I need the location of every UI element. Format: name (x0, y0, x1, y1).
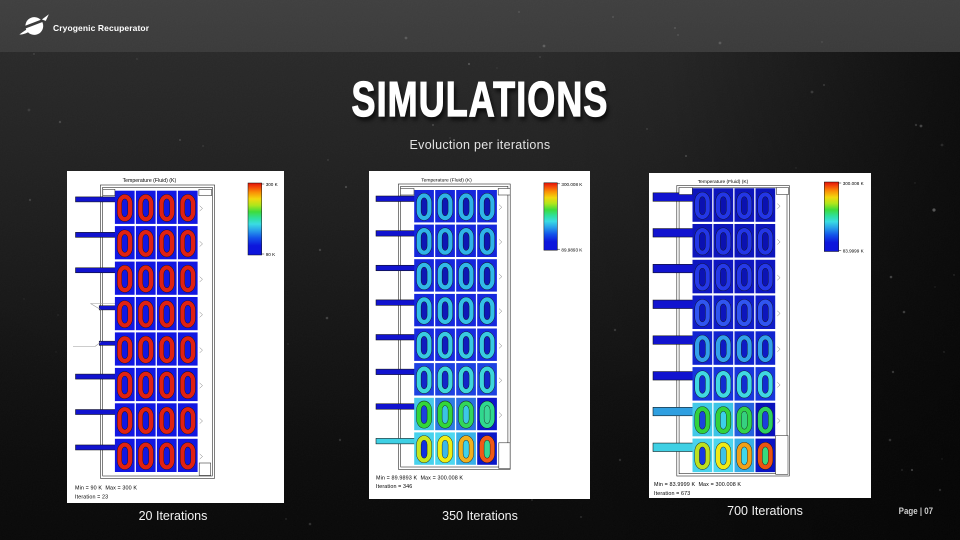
svg-text:Min = 90 K Max = 300 K: Min = 90 K Max = 300 K (75, 486, 137, 492)
svg-text:Min = 83.9999 K Max = 300.008: Min = 83.9999 K Max = 300.008 K (654, 482, 741, 488)
svg-text:Iteration = 346: Iteration = 346 (376, 484, 412, 490)
svg-text:90 K: 90 K (266, 252, 276, 257)
svg-text:Temperature (Fluid) (K): Temperature (Fluid) (K) (123, 178, 177, 184)
svg-text:Min = 89.9893 K Max = 300.008: Min = 89.9893 K Max = 300.008 K (376, 476, 463, 482)
svg-text:Temperature (Fluid) (K): Temperature (Fluid) (K) (421, 178, 472, 184)
svg-text:83.9999 K: 83.9999 K (842, 248, 864, 253)
svg-text:300.008 K: 300.008 K (561, 182, 583, 187)
svg-text:Iteration = 23: Iteration = 23 (75, 495, 108, 501)
svg-text:300 K: 300 K (266, 182, 279, 187)
svg-text:Temperature (Fluid) (K): Temperature (Fluid) (K) (697, 179, 748, 185)
svg-text:Iteration = 673: Iteration = 673 (654, 491, 690, 497)
svg-text:300.008 K: 300.008 K (842, 181, 864, 186)
svg-text:89.9893 K: 89.9893 K (561, 247, 583, 252)
